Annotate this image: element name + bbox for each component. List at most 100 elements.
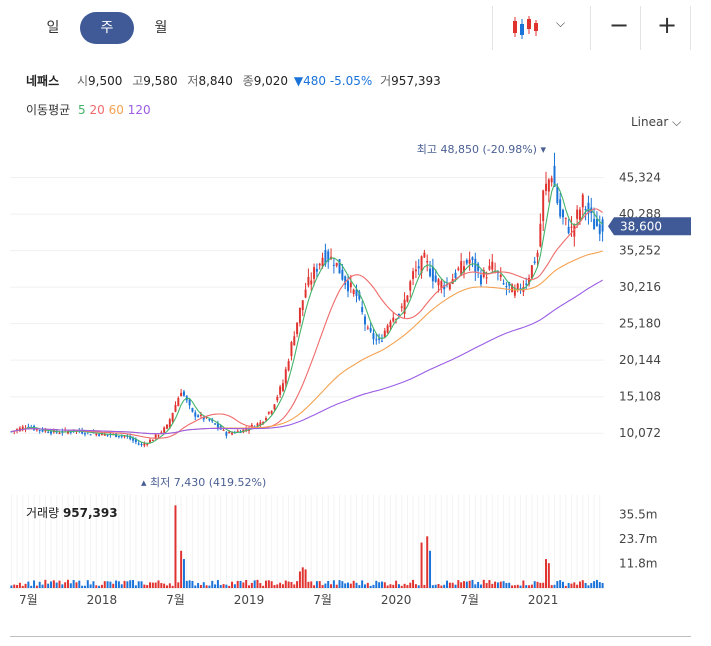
volume-bar xyxy=(593,581,596,588)
volume-bar xyxy=(253,580,256,588)
volume-tick-label: 35.5m xyxy=(619,508,657,522)
volume-bar xyxy=(279,582,282,588)
candle-body xyxy=(536,252,539,257)
candle-body xyxy=(457,268,460,270)
volume-bar xyxy=(338,580,341,588)
zoom-out-button[interactable]: − xyxy=(608,11,630,39)
candle-body xyxy=(281,383,284,391)
volume-bar xyxy=(290,582,293,588)
volume-bar xyxy=(281,584,284,588)
volume-bar xyxy=(581,580,584,588)
volume-bar xyxy=(363,584,366,588)
volume-bar xyxy=(417,585,420,588)
ma5-line xyxy=(11,183,603,444)
candle-body xyxy=(256,423,259,426)
volume-bar xyxy=(287,581,290,588)
candle-body xyxy=(417,266,420,269)
candle-body xyxy=(58,433,61,435)
tab-day[interactable]: 일 xyxy=(46,20,60,36)
y-tick-label: 35,252 xyxy=(619,244,661,258)
volume-bar xyxy=(409,582,412,588)
candle-body xyxy=(561,209,564,218)
candle-body xyxy=(389,321,392,328)
candle-body xyxy=(327,251,330,262)
volume-bar xyxy=(307,581,310,588)
volume-bar xyxy=(129,580,132,588)
volume-bar xyxy=(553,584,556,588)
volume-bar xyxy=(315,581,318,588)
volume-bar xyxy=(103,581,106,588)
candle-body xyxy=(307,277,310,286)
candle-body xyxy=(245,429,248,431)
candle-body xyxy=(344,276,347,285)
zoom-in-button[interactable]: + xyxy=(656,11,678,39)
tab-month[interactable]: 월 xyxy=(154,20,168,36)
volume-bar xyxy=(564,585,567,588)
ma5-label[interactable]: 5 xyxy=(78,103,86,117)
candle-body xyxy=(434,275,437,282)
volume-bar xyxy=(83,585,86,588)
volume-bar xyxy=(434,584,437,588)
volume-bar xyxy=(494,581,497,588)
quote-summary: 네패스 시9,500 고9,580 저8,840 종9,020 ▼480 -5.… xyxy=(26,72,443,89)
volume-bar xyxy=(578,581,581,588)
volume-bar xyxy=(341,581,344,588)
volume-bar xyxy=(542,582,545,588)
volume-bar xyxy=(389,584,392,588)
candle-body xyxy=(115,433,118,438)
candle-body xyxy=(318,263,321,266)
candle-body xyxy=(140,444,143,446)
volume-bar xyxy=(154,582,157,588)
current-price-label: 38,600 xyxy=(620,219,662,233)
candle-body xyxy=(601,219,604,232)
candle-body xyxy=(553,165,556,187)
ma120-label[interactable]: 120 xyxy=(127,103,151,117)
ma60-label[interactable]: 60 xyxy=(108,103,124,117)
candle-body xyxy=(332,264,335,266)
candle-body xyxy=(366,327,369,329)
volume-bar xyxy=(13,584,16,588)
candle-body xyxy=(276,396,279,401)
candle-body xyxy=(191,408,194,412)
volume-bar xyxy=(590,583,593,588)
chevron-down-icon[interactable]: ⌵ xyxy=(556,16,566,30)
candle-body xyxy=(335,262,338,266)
change-value: ▼480 -5.05% xyxy=(293,74,373,88)
candle-body xyxy=(530,265,533,279)
volume-bar xyxy=(383,582,386,588)
bottom-divider xyxy=(10,636,691,637)
moving-average-legend: 이동평균 5 20 60 120 xyxy=(26,101,151,118)
volume-bar xyxy=(81,585,84,588)
volume-bar xyxy=(228,585,231,588)
candle-body xyxy=(298,307,301,323)
candle-body xyxy=(423,252,426,258)
candle-body xyxy=(547,179,550,192)
volume-bar xyxy=(412,579,415,588)
volume-bar xyxy=(406,585,409,588)
candle-chart-icon[interactable] xyxy=(510,14,540,40)
volume-bar xyxy=(188,580,191,588)
volume-bar xyxy=(219,584,222,588)
candle-body xyxy=(197,415,200,418)
volume-bar xyxy=(420,542,423,588)
volume-bar xyxy=(550,585,553,588)
ma20-label[interactable]: 20 xyxy=(89,103,105,117)
candle-body xyxy=(157,435,160,437)
candle-body xyxy=(149,439,152,444)
volume-bar xyxy=(168,583,171,588)
volume-bar xyxy=(115,580,118,588)
candle-body xyxy=(479,275,482,285)
scale-selector[interactable]: Linear ⌵ xyxy=(631,115,682,129)
volume-bar xyxy=(429,550,432,588)
tab-week[interactable]: 주 xyxy=(80,12,134,44)
volume-bar xyxy=(556,581,559,588)
volume-label: 거 xyxy=(380,74,392,88)
volume-bar xyxy=(477,581,480,588)
candle-body xyxy=(584,208,587,211)
volume-bar xyxy=(109,581,112,588)
volume-bar xyxy=(567,582,570,588)
open-label: 시 xyxy=(76,74,88,88)
candle-body xyxy=(542,190,545,221)
volume-bar xyxy=(293,584,296,588)
